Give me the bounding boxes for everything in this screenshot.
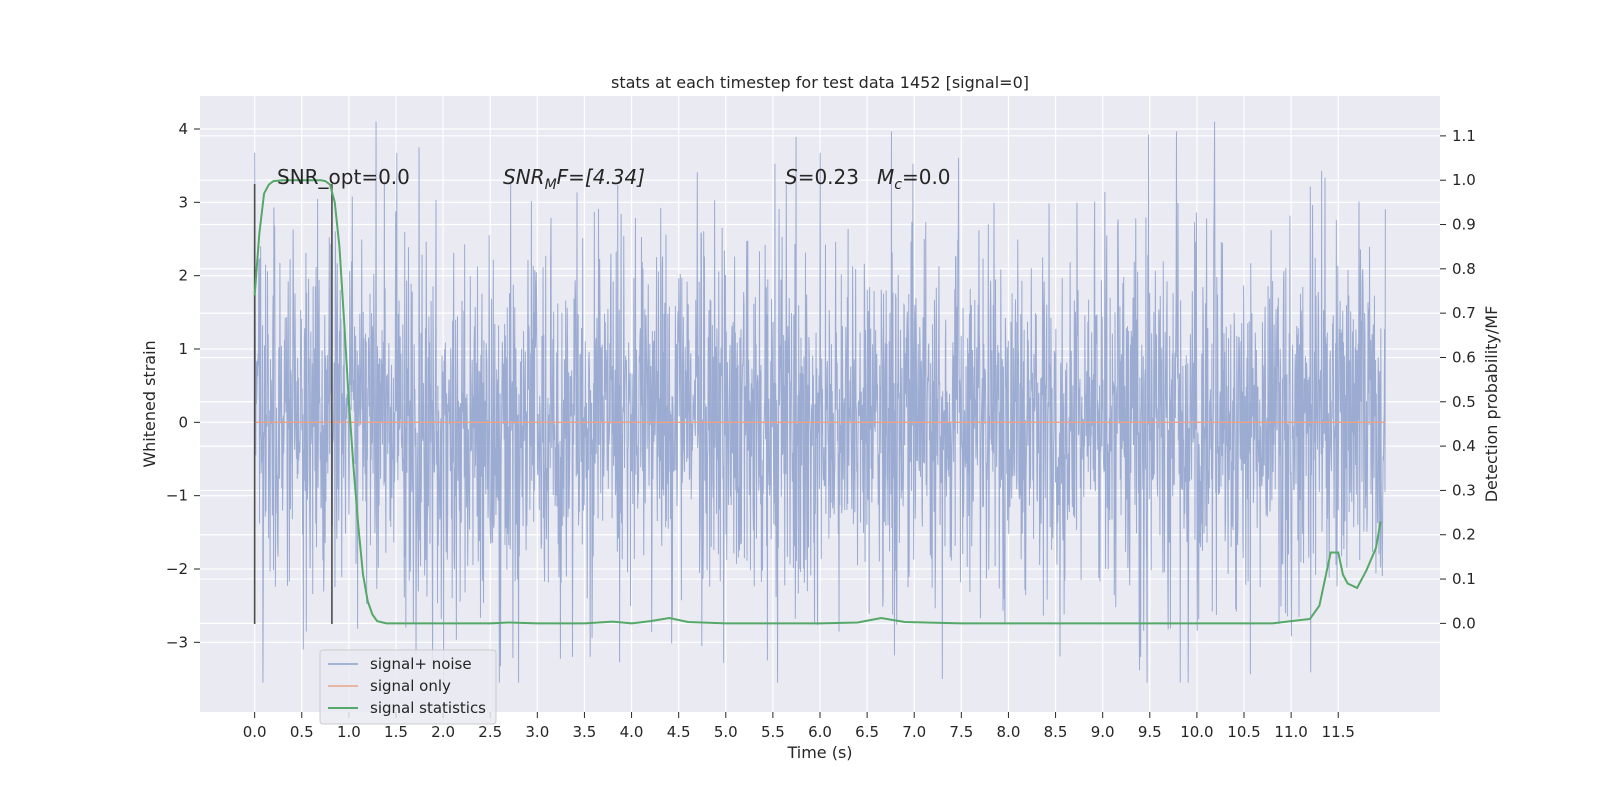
y-tick-label: −1 [166, 487, 188, 505]
y2-tick-label: 1.1 [1452, 127, 1476, 145]
x-tick-label: 8.5 [1044, 723, 1068, 741]
y2-tick-label: 0.2 [1452, 526, 1476, 544]
x-tick-label: 7.5 [949, 723, 973, 741]
annotation-snr-opt: SNR_opt=0.0 [277, 165, 410, 189]
snr-mf-sub: M [545, 177, 557, 193]
y-tick-label: −2 [166, 560, 188, 578]
stat-mc-value: =0.0 [902, 165, 951, 189]
y-tick-label: 0 [178, 413, 188, 431]
legend-label-signal-statistics: signal statistics [370, 699, 486, 717]
x-tick-label: 3.5 [573, 723, 597, 741]
legend-label-signal-only: signal only [370, 677, 451, 695]
y2-tick-label: 0.4 [1452, 437, 1476, 455]
x-tick-label: 6.0 [808, 723, 832, 741]
legend-box [319, 649, 497, 725]
annotation-stat: S=0.23 Mc=0.0 [785, 165, 951, 193]
legend-label-signal-noise: signal+ noise [370, 655, 472, 673]
y2-tick-label: 0.3 [1452, 481, 1476, 499]
y2-tick-label: 0.5 [1452, 393, 1476, 411]
y-tick-label: 3 [178, 193, 188, 211]
x-tick-label: 7.0 [902, 723, 926, 741]
y2-axis-label: Detection probability/MF [1482, 306, 1501, 503]
y-axis-label: Whitened strain [140, 340, 159, 467]
stat-mc-sub: c [894, 177, 902, 193]
x-axis-label: Time (s) [786, 743, 852, 762]
y2-axis-ticks: 1.1 1.0 0.9 0.8 0.7 0.6 0.5 0.4 0.3 0.2 0.1 0.0 [1440, 127, 1476, 632]
legend: signal+ noise signal only signal statist… [319, 649, 497, 725]
y2-tick-label: 0.1 [1452, 570, 1476, 588]
x-tick-label: 1.0 [337, 723, 361, 741]
chart-title: stats at each timestep for test data 145… [611, 73, 1029, 92]
x-tick-label: 8.0 [997, 723, 1021, 741]
x-axis-ticks: 0.0 0.5 1.0 1.5 2.0 2.5 3.0 3.5 4.0 4.5 5.0 5.5 6.0 6… [243, 712, 1355, 741]
stat-s-value: =0.23 [798, 165, 859, 189]
stat-mc-label: M [877, 165, 894, 189]
y2-tick-label: 1.0 [1452, 171, 1476, 189]
stat-s-label: S [785, 165, 798, 189]
y-tick-label: 1 [178, 340, 188, 358]
window-markers [253, 184, 333, 624]
y2-tick-label: 0.6 [1452, 348, 1476, 366]
x-tick-label: 4.5 [667, 723, 691, 741]
signal-statistics-series [253, 179, 1382, 625]
x-tick-label: 5.0 [714, 723, 738, 741]
annotation-snr-mf: SNRMF=[4.34] [503, 165, 645, 193]
x-tick-label: 1.5 [384, 723, 408, 741]
snr-mf-rest: F=[4.34] [557, 165, 645, 189]
y-tick-label: 2 [178, 267, 188, 285]
x-tick-label: 4.0 [620, 723, 644, 741]
x-tick-label: 2.5 [478, 723, 502, 741]
x-tick-label: 5.5 [761, 723, 785, 741]
x-tick-label: 6.5 [855, 723, 879, 741]
x-tick-label: 2.0 [431, 723, 455, 741]
x-tick-label: 0.5 [290, 723, 314, 741]
y2-tick-label: 0.9 [1452, 216, 1476, 234]
y-tick-label: 4 [178, 120, 188, 138]
x-tick-label: 0.0 [243, 723, 267, 741]
y2-tick-label: 0.7 [1452, 304, 1476, 322]
signal-noise-trace [254, 121, 1386, 683]
x-tick-label: 3.0 [525, 723, 549, 741]
x-tick-label: 11.5 [1322, 723, 1355, 741]
x-tick-label: 10.5 [1227, 723, 1260, 741]
snr-mf-base: SNR [503, 165, 545, 189]
x-tick-label: 11.0 [1274, 723, 1307, 741]
x-tick-label: 9.0 [1091, 723, 1115, 741]
y2-tick-label: 0.0 [1452, 614, 1476, 632]
x-tick-label: 9.5 [1138, 723, 1162, 741]
signal-noise-series [254, 121, 1386, 683]
y-axis-ticks: 4 3 2 1 0 −1 −2 −3 [166, 120, 200, 651]
y2-tick-label: 0.8 [1452, 260, 1476, 278]
y-tick-label: −3 [166, 633, 188, 651]
x-tick-label: 10.0 [1180, 723, 1213, 741]
